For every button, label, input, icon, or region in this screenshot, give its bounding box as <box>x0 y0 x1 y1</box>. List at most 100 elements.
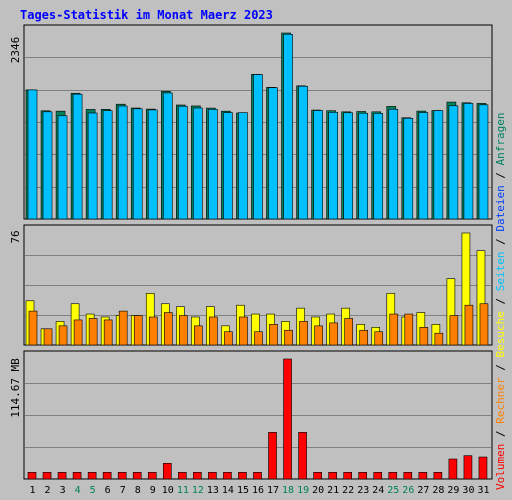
bar-rechner-31 <box>479 303 489 346</box>
x-tick-label-29: 29 <box>447 485 459 496</box>
bar-dateien-8 <box>132 108 143 220</box>
bar-volumen-5 <box>87 472 97 480</box>
bar-dateien-13 <box>208 109 218 220</box>
x-tick-label-18: 18 <box>282 485 294 496</box>
legend-separator: / <box>494 424 507 444</box>
x-tick-label-24: 24 <box>372 485 384 496</box>
bar-rechner-17 <box>269 324 278 346</box>
x-tick-label-28: 28 <box>432 485 444 496</box>
bar-dateien-9 <box>147 109 158 220</box>
legend-volumen: Volumen <box>494 444 507 490</box>
bar-dateien-28 <box>433 110 444 220</box>
bar-rechner-3 <box>58 325 68 346</box>
bar-volumen-31 <box>478 456 488 480</box>
x-tick-label-17: 17 <box>267 485 279 496</box>
x-tick-label-16: 16 <box>252 485 264 496</box>
bar-volumen-3 <box>57 472 67 480</box>
chart-title: Tages-Statistik im Monat Maerz 2023 <box>20 8 273 22</box>
bar-rechner-6 <box>103 319 113 346</box>
legend-rechner: Rechner <box>494 377 507 424</box>
bar-dateien-21 <box>328 111 338 220</box>
bar-volumen-1 <box>27 472 37 480</box>
bar-volumen-13 <box>208 472 217 480</box>
x-tick-label-20: 20 <box>312 485 324 496</box>
x-tick-label-15: 15 <box>237 485 249 496</box>
y-max-label-top: 2346 <box>9 37 22 64</box>
bar-dateien-30 <box>463 103 474 220</box>
bar-rechner-8 <box>133 315 143 346</box>
x-tick-label-7: 7 <box>120 485 126 496</box>
bar-volumen-20 <box>313 472 322 480</box>
bar-rechner-30 <box>464 304 474 346</box>
bar-volumen-12 <box>193 472 202 480</box>
bar-rechner-25 <box>389 313 399 346</box>
bar-volumen-14 <box>223 472 232 480</box>
bar-volumen-8 <box>132 472 142 480</box>
bar-dateien-14 <box>223 112 233 220</box>
x-tick-label-22: 22 <box>342 485 354 496</box>
legend-seiten: Seiten <box>494 252 507 292</box>
bar-rechner-28 <box>434 332 444 346</box>
x-tick-label-25: 25 <box>387 485 399 496</box>
bar-volumen-29 <box>448 458 458 480</box>
bar-rechner-5 <box>88 318 98 346</box>
x-tick-label-30: 30 <box>462 485 474 496</box>
x-tick-label-10: 10 <box>162 485 174 496</box>
bar-rechner-2 <box>43 328 53 346</box>
bar-volumen-9 <box>147 472 157 480</box>
bar-dateien-3 <box>57 115 68 220</box>
bar-dateien-23 <box>358 112 369 220</box>
bar-rechner-10 <box>163 312 173 346</box>
x-tick-label-19: 19 <box>297 485 309 496</box>
bar-dateien-2 <box>42 111 53 220</box>
bar-dateien-20 <box>313 110 323 220</box>
legend-anfragen: Anfragen <box>494 112 507 165</box>
legend-separator: / <box>494 232 507 252</box>
bar-rechner-22 <box>344 318 353 346</box>
bar-volumen-27 <box>418 472 428 480</box>
bar-volumen-4 <box>72 472 82 480</box>
bar-dateien-25 <box>388 108 399 220</box>
bar-rechner-27 <box>419 327 429 346</box>
bar-dateien-26 <box>403 118 414 220</box>
bar-dateien-7 <box>117 105 128 220</box>
bar-dateien-6 <box>102 110 113 220</box>
x-tick-label-21: 21 <box>327 485 339 496</box>
bar-dateien-15 <box>238 112 248 220</box>
x-tick-label-31: 31 <box>477 485 489 496</box>
bar-volumen-19 <box>298 432 307 480</box>
bar-rechner-21 <box>329 322 338 346</box>
x-tick-label-14: 14 <box>222 485 234 496</box>
bar-rechner-11 <box>179 315 188 346</box>
x-tick-label-1: 1 <box>30 485 36 496</box>
bar-dateien-12 <box>193 107 203 220</box>
bar-dateien-10 <box>162 92 173 220</box>
bar-rechner-7 <box>118 310 128 346</box>
bar-rechner-16 <box>254 331 263 346</box>
x-tick-label-3: 3 <box>60 485 66 496</box>
bar-dateien-29 <box>448 105 459 220</box>
legend-separator: / <box>494 291 507 311</box>
bar-volumen-16 <box>253 472 262 480</box>
bar-volumen-26 <box>403 472 413 480</box>
bar-rechner-4 <box>73 319 83 346</box>
bar-dateien-4 <box>72 93 83 220</box>
bar-dateien-27 <box>418 112 429 220</box>
bar-dateien-16 <box>253 74 263 220</box>
bar-volumen-2 <box>42 472 52 480</box>
x-tick-label-6: 6 <box>105 485 111 496</box>
bar-rechner-13 <box>209 316 218 346</box>
x-tick-label-5: 5 <box>90 485 96 496</box>
bar-rechner-14 <box>224 331 233 346</box>
x-tick-label-11: 11 <box>177 485 189 496</box>
legend-separator: / <box>494 358 507 378</box>
x-tick-label-27: 27 <box>417 485 429 496</box>
bar-rechner-24 <box>374 331 384 346</box>
bar-dateien-19 <box>298 85 308 220</box>
bar-volumen-23 <box>358 472 368 480</box>
bar-volumen-24 <box>373 472 383 480</box>
bar-volumen-30 <box>463 455 473 480</box>
bar-rechner-29 <box>449 315 459 346</box>
bar-volumen-17 <box>268 432 277 480</box>
